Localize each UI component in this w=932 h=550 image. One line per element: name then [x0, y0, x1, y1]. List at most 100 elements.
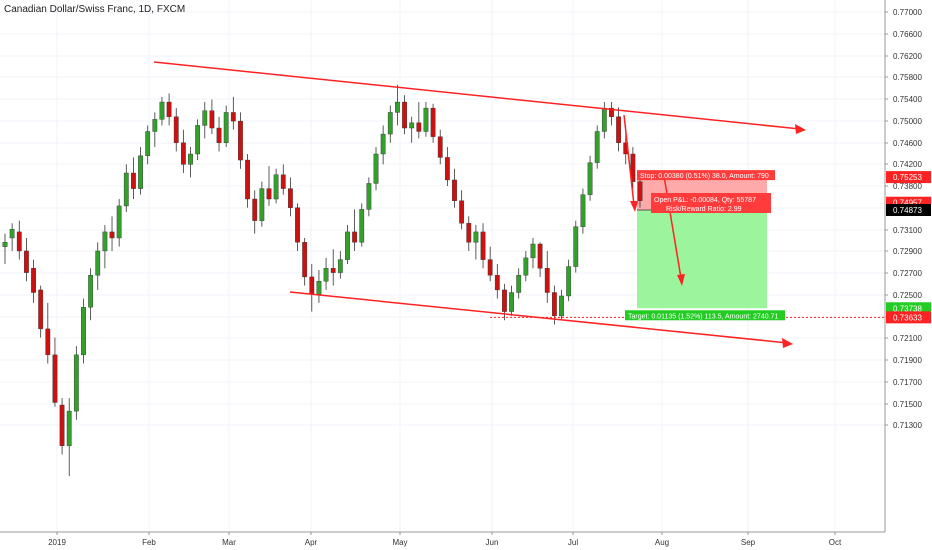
candle: [309, 263, 315, 312]
time-axis: 2019 Feb Mar Apr May Jun Jul Aug Sep Oct: [0, 531, 885, 550]
candle: [587, 155, 593, 201]
candle: [551, 285, 557, 325]
candle-body: [366, 183, 372, 210]
candle-body: [52, 354, 58, 403]
candle: [223, 105, 229, 148]
price-tick-label: 0.74600: [893, 139, 922, 148]
candle-body: [437, 136, 443, 158]
candle: [566, 259, 572, 302]
price-tick-label: 0.71300: [893, 421, 922, 430]
candle: [245, 153, 250, 208]
candle-body: [295, 207, 300, 243]
candle-body: [330, 268, 336, 273]
candle: [380, 125, 386, 165]
candle-body: [123, 172, 129, 207]
price-tick-label: 0.77000: [893, 8, 922, 17]
upper-channel-line: [153, 61, 801, 130]
candle: [2, 233, 8, 264]
candle: [544, 250, 550, 303]
candle: [45, 302, 51, 364]
candle: [66, 398, 72, 477]
candle-body: [609, 107, 614, 117]
price-tag-label: 0.74873: [893, 206, 922, 215]
candle: [516, 268, 522, 299]
candle-body: [523, 257, 529, 276]
candle: [145, 125, 151, 165]
candle-body: [530, 243, 536, 259]
candle-body: [502, 289, 507, 312]
candle: [437, 129, 443, 165]
candle-body: [409, 122, 415, 129]
candle: [416, 102, 422, 139]
candle-body: [509, 292, 514, 312]
price-tick-label: 0.76200: [893, 52, 922, 61]
candle: [409, 116, 415, 143]
candle-body: [252, 198, 258, 221]
candle-body: [287, 188, 293, 208]
candle: [373, 147, 379, 191]
candle-body: [16, 231, 22, 252]
candle: [195, 119, 201, 161]
candle: [116, 199, 122, 247]
candle-body: [387, 112, 393, 135]
candle-body: [88, 274, 94, 308]
upper-channel-arrow: [795, 124, 806, 134]
candle-body: [480, 231, 486, 260]
candle-body: [423, 107, 429, 132]
candle: [123, 164, 129, 212]
candle: [594, 125, 600, 169]
candle: [259, 181, 265, 227]
price-tag: 0.74873: [886, 204, 931, 217]
target-label-box: [625, 310, 785, 321]
candle: [138, 147, 143, 195]
candle: [16, 220, 22, 260]
time-tick-label: Jun: [486, 538, 499, 547]
candle-body: [238, 120, 243, 161]
candle-body: [587, 162, 593, 195]
candle-body: [202, 110, 208, 126]
candle: [559, 289, 564, 321]
candle: [95, 242, 101, 290]
time-tick-label: Apr: [305, 538, 318, 547]
price-tag-label: 0.75253: [893, 173, 922, 182]
candle-body: [152, 119, 158, 132]
candle-body: [616, 116, 621, 143]
price-tick-label: 0.75800: [893, 73, 922, 82]
candle: [430, 103, 436, 143]
candle: [9, 223, 15, 251]
candle-body: [102, 231, 108, 252]
candle: [131, 157, 136, 200]
candle-body: [444, 157, 450, 181]
candle: [202, 102, 208, 139]
candle-body: [66, 410, 72, 446]
candle-body: [138, 155, 143, 189]
candle: [38, 285, 44, 338]
candle: [337, 250, 343, 279]
candle-body: [309, 276, 315, 295]
candle-body: [59, 404, 65, 446]
candle-body: [116, 205, 122, 239]
candle: [459, 190, 465, 230]
candle: [395, 84, 400, 126]
candle: [238, 112, 243, 169]
price-tag-label: 0.73633: [893, 313, 922, 322]
candle: [102, 224, 108, 269]
candle: [173, 108, 179, 152]
candle-body: [109, 231, 115, 239]
candle: [159, 96, 165, 126]
candle-body: [180, 142, 186, 165]
time-tick-label: Mar: [222, 538, 236, 547]
candle-body: [494, 274, 500, 291]
price-tag-bg: [886, 171, 931, 184]
candle-body: [395, 101, 400, 113]
price-tick-label: 0.72900: [893, 247, 922, 256]
price-axis-bg: [885, 0, 932, 550]
candle-body: [173, 116, 179, 143]
price-tick-label: 0.75400: [893, 95, 922, 104]
time-tick-label: Feb: [142, 538, 156, 547]
price-tick-label: 0.76600: [893, 30, 922, 39]
candle-body: [594, 131, 600, 163]
time-tick-label: Aug: [655, 538, 669, 547]
